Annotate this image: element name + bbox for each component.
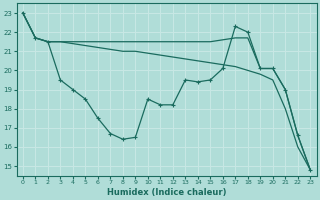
X-axis label: Humidex (Indice chaleur): Humidex (Indice chaleur) — [107, 188, 226, 197]
